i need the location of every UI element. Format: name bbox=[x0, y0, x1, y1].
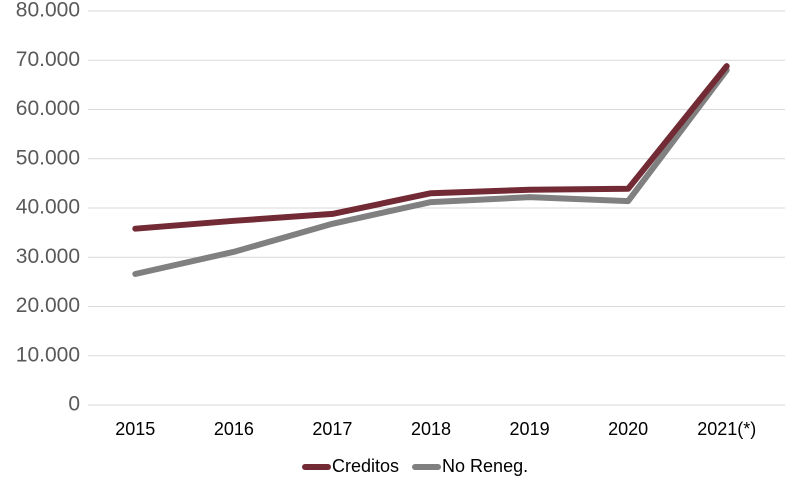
x-tick-label: 2021(*) bbox=[697, 419, 756, 439]
y-tick-label: 70.000 bbox=[16, 48, 80, 71]
series-line bbox=[132, 63, 730, 232]
x-tick-label: 2016 bbox=[214, 419, 254, 439]
y-tick-label: 80.000 bbox=[16, 0, 80, 22]
x-tick-label: 2018 bbox=[411, 419, 451, 439]
series-line bbox=[132, 67, 730, 277]
y-tick-label: 50.000 bbox=[16, 146, 80, 169]
y-tick-label: 10.000 bbox=[16, 343, 80, 366]
y-tick-label: 60.000 bbox=[16, 97, 80, 120]
x-tick-label: 2015 bbox=[115, 419, 155, 439]
y-tick-label: 20.000 bbox=[16, 294, 80, 317]
x-tick-label: 2017 bbox=[312, 419, 352, 439]
legend-label: No Reneg. bbox=[442, 456, 528, 476]
legend-label: Creditos bbox=[332, 456, 399, 476]
y-tick-label: 40.000 bbox=[16, 196, 80, 219]
y-tick-label: 0 bbox=[68, 393, 80, 416]
y-tick-label: 30.000 bbox=[16, 245, 80, 268]
x-tick-label: 2019 bbox=[510, 419, 550, 439]
x-tick-label: 2020 bbox=[608, 419, 648, 439]
